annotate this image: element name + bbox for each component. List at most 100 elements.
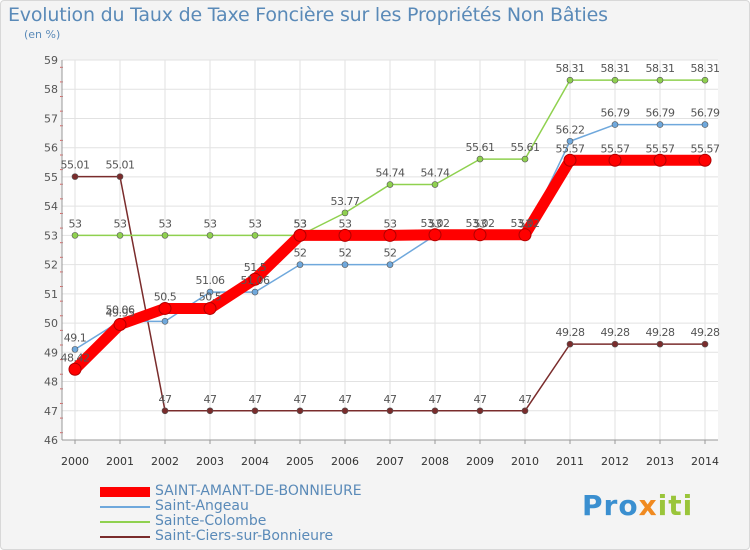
y-tick-label: 59 [44,54,58,67]
data-label: 53 [114,217,127,230]
data-point [656,76,664,84]
data-label: 52 [294,247,307,260]
x-tick-label: 2007 [376,455,404,468]
data-label: 50.5 [154,290,177,303]
legend-swatch [100,487,150,497]
data-label: 54.74 [376,167,405,180]
data-label: 58.31 [646,62,675,75]
data-label: 53 [474,217,487,230]
data-label: 56.79 [646,107,675,120]
data-label: 49.28 [556,326,585,339]
data-point [701,340,709,348]
data-label: 58.31 [601,62,630,75]
y-tick-label: 51 [44,288,58,301]
data-label: 55.57 [556,142,585,155]
data-label: 53 [519,217,532,230]
data-label: 55.57 [601,142,630,155]
data-point [116,173,124,180]
data-label: 51.06 [196,274,225,287]
data-point [701,121,709,128]
legend-swatch [100,536,150,538]
data-point [566,76,574,84]
logo-part-2: x [638,489,658,522]
data-point [116,232,124,239]
data-point [521,155,529,163]
x-tick-label: 2010 [511,455,539,468]
data-label: 53 [69,217,82,230]
data-label: 53 [339,217,352,230]
data-point [341,209,349,217]
data-point [566,137,574,145]
data-label: 55.01 [106,159,135,172]
data-point [251,407,259,415]
data-label: 58.31 [556,62,585,75]
data-label: 55.57 [691,142,720,155]
y-tick-label: 49 [44,346,58,359]
data-point [386,407,394,415]
data-label: 51.06 [241,274,270,287]
legend-label: Saint-Ciers-sur-Bonnieure [155,528,334,544]
data-label: 53.02 [511,217,540,230]
data-point [71,173,79,180]
x-tick-label: 2006 [331,455,359,468]
data-point [296,261,304,268]
legend-swatch [100,506,150,508]
data-point [248,272,262,286]
data-label: 49.1 [64,331,87,344]
x-tick-label: 2000 [61,455,89,468]
data-label: 52 [339,247,352,260]
data-point [566,340,574,348]
data-label: 53 [159,217,172,230]
x-tick-label: 2012 [601,455,629,468]
data-label: 53.02 [421,217,450,230]
data-point [611,340,619,348]
data-label: 47 [204,393,217,406]
data-point [206,232,214,239]
y-tick-label: 46 [44,434,58,447]
x-tick-label: 2008 [421,455,449,468]
data-label: 47 [384,393,397,406]
y-tick-label: 52 [44,259,58,272]
data-label: 53 [384,217,397,230]
data-point [341,407,349,415]
y-tick-label: 50 [44,317,58,330]
data-point [338,228,352,242]
data-label: 53.77 [331,195,360,208]
data-point [518,228,532,242]
data-point [383,228,397,242]
data-label: 50.06 [106,303,135,316]
data-label: 47 [339,393,352,406]
data-label: 55.01 [61,159,90,172]
data-point [386,261,394,268]
x-tick-label: 2004 [241,455,269,468]
data-label: 56.79 [601,107,630,120]
data-point [611,76,619,84]
x-tick-label: 2014 [691,455,719,468]
data-label: 53 [429,217,442,230]
data-point [161,407,169,415]
data-point [341,261,349,268]
data-point [431,181,439,188]
data-point [428,228,442,242]
data-label: 47 [429,393,442,406]
data-label: 52 [384,247,397,260]
data-label: 54.74 [421,167,450,180]
x-tick-label: 2005 [286,455,314,468]
x-tick-label: 2001 [106,455,134,468]
data-point [251,288,259,296]
data-point [161,232,169,239]
logo-part-1: Pro [582,489,639,522]
x-tick-label: 2011 [556,455,584,468]
data-label: 50.5 [199,290,222,303]
data-point [71,346,79,353]
data-point [296,407,304,415]
data-label: 49.28 [601,326,630,339]
data-label: 47 [249,393,262,406]
data-point [68,362,82,376]
data-label: 53 [204,217,217,230]
data-label: 47 [294,393,307,406]
data-label: 47 [474,393,487,406]
data-label: 55.57 [646,142,675,155]
data-label: 53.02 [466,217,495,230]
data-label: 53 [294,217,307,230]
